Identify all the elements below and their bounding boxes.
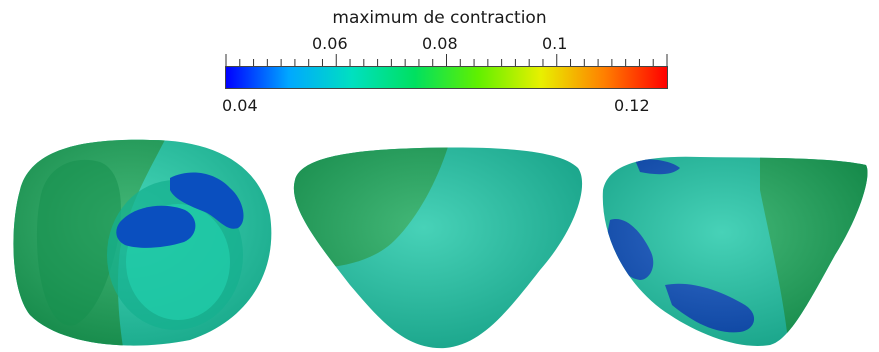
tick-label-0-1: 0.1 [542,34,568,53]
base-blue-patch-upper [170,172,244,229]
tick-label-0-06: 0.06 [312,34,348,53]
heart-anterior-view [293,147,583,349]
tick-label-0-08: 0.08 [422,34,458,53]
colorbar [225,66,668,89]
colorbar-title: maximum de contraction [332,8,547,28]
colorbar-max-label: 0.12 [614,96,650,115]
heart-lateral-view [602,156,868,346]
colorbar-min-label: 0.04 [222,96,258,115]
heart-base-view [13,139,272,346]
lateral-outline [602,156,868,346]
anterior-outline [293,147,583,349]
left-chamber [36,159,121,326]
base-blue-patch-lower [116,205,196,248]
